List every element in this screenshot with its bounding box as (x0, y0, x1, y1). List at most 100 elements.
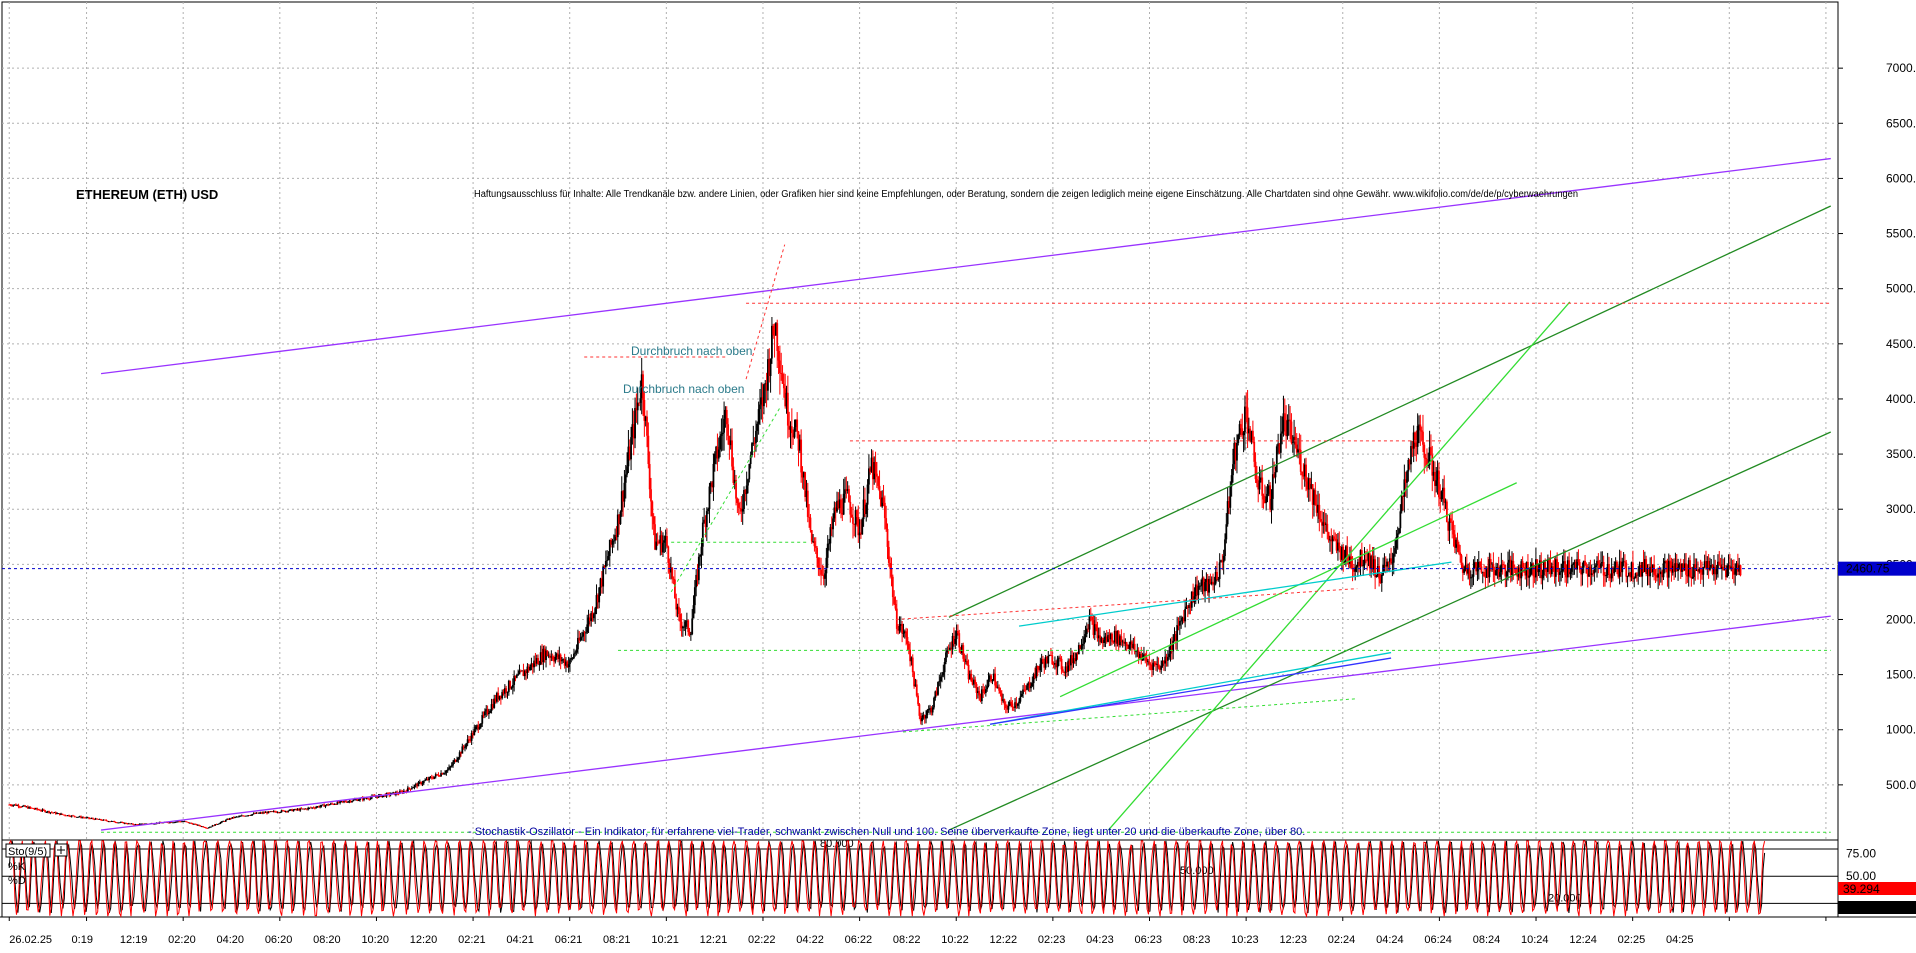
candle-body (1699, 568, 1702, 573)
candle-body (1449, 518, 1452, 522)
candle-body (424, 780, 427, 781)
candle-body (21, 806, 24, 807)
candle-body (1131, 641, 1133, 648)
candle-body (978, 691, 981, 696)
candle-body (1244, 406, 1246, 433)
candle-body (1317, 504, 1319, 513)
candle-body (1277, 443, 1280, 447)
candle-body (584, 632, 587, 634)
x-tick-label: 08:22 (893, 934, 921, 946)
candle-body (1679, 563, 1682, 572)
candle-body (421, 783, 424, 785)
candle-body (1261, 477, 1264, 496)
candle-body (733, 479, 736, 484)
candle-body (418, 781, 421, 783)
candle-body (853, 523, 856, 525)
trend-line-cyan-line-1 (1018, 561, 1452, 627)
candle-body (420, 781, 423, 785)
candle-body (1158, 667, 1161, 670)
candle-body (1128, 644, 1131, 649)
candle-body (1605, 574, 1608, 576)
candle-body (1391, 562, 1394, 564)
candle-body (1293, 436, 1295, 443)
candle-body (511, 684, 514, 688)
osc-k-value: 39.294 (1843, 882, 1880, 896)
candle-body (1370, 556, 1373, 569)
candle-body (1723, 569, 1726, 571)
candle-body (711, 482, 714, 488)
candle-body (183, 821, 186, 823)
candle-body (1694, 564, 1697, 571)
candle-body (1628, 572, 1630, 577)
candle-body (1674, 563, 1677, 572)
candle-body (279, 812, 282, 813)
candle-body (201, 826, 203, 828)
candle-body (267, 811, 270, 814)
candle-body (927, 709, 930, 711)
candle-body (1451, 521, 1454, 531)
candle-body (1024, 689, 1027, 691)
candle-body (935, 691, 938, 695)
candle-body (1677, 567, 1679, 572)
candle-body (848, 489, 850, 502)
candle-body (1060, 658, 1063, 670)
candle-body (1323, 522, 1326, 525)
candle-body (142, 823, 145, 825)
candle-body (728, 435, 731, 446)
candle-body (883, 502, 886, 519)
candle-body (897, 628, 900, 631)
candle-body (53, 812, 56, 814)
candle-body (509, 680, 512, 689)
candle-body (141, 823, 144, 825)
candle-body (901, 624, 904, 634)
candle-body (983, 691, 986, 694)
candle-body (1476, 567, 1479, 572)
candle-body (1624, 561, 1626, 563)
candle-body (792, 433, 795, 438)
candle-body (1488, 559, 1491, 578)
candle-body (942, 672, 945, 676)
candle-body (1044, 657, 1047, 668)
candle-body (1063, 671, 1066, 673)
candle-body (986, 686, 989, 690)
candle-body (1250, 430, 1253, 442)
trend-line-cyan-line-2 (989, 651, 1392, 725)
candle-body (1359, 550, 1362, 567)
candle-body (98, 819, 101, 820)
candle-body (24, 805, 27, 807)
candle-body (189, 822, 191, 824)
x-tick-label: 04:20 (217, 934, 245, 946)
candle-body (1157, 664, 1160, 668)
candle-body (693, 587, 696, 606)
candle-body (68, 815, 70, 817)
candle-body (1236, 442, 1238, 461)
candle-body (1360, 550, 1363, 567)
candle-body (305, 808, 308, 810)
candle-body (325, 804, 328, 806)
candle-body (1402, 496, 1404, 497)
candle-body (907, 643, 910, 650)
candle-body (1538, 560, 1541, 569)
candle-body (228, 818, 231, 820)
candle-body (1084, 634, 1087, 638)
candle-body (721, 432, 724, 435)
candle-body (678, 606, 680, 615)
candle-body (456, 759, 458, 762)
candle-body (1080, 645, 1083, 649)
candle-body (1338, 542, 1341, 549)
candle-body (1245, 406, 1248, 408)
candle-body (1626, 576, 1629, 578)
candle-body (32, 808, 35, 809)
candle-body (1209, 578, 1212, 585)
candle-body (1681, 563, 1683, 572)
candle-body (780, 372, 783, 375)
y-tick-label: 4500.00 (1886, 337, 1916, 351)
y-tick-label: 5000.00 (1886, 282, 1916, 296)
candle-body (618, 514, 621, 525)
candle-body (1403, 479, 1406, 497)
candle-body (1659, 571, 1662, 575)
candle-body (699, 554, 702, 557)
candle-body (1411, 446, 1414, 449)
x-tick-label: 08:23 (1183, 934, 1211, 946)
candle-body (42, 809, 45, 811)
